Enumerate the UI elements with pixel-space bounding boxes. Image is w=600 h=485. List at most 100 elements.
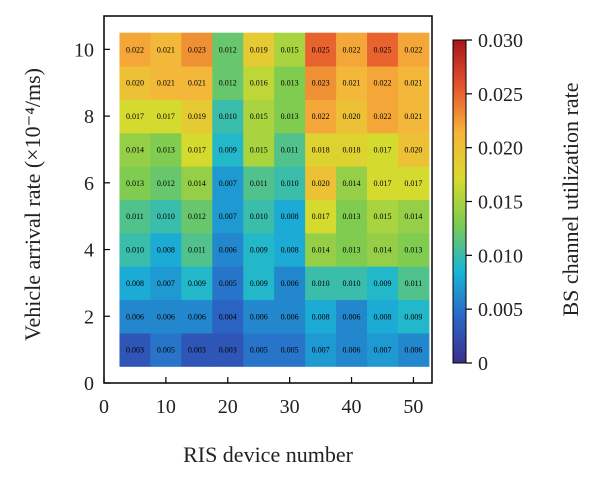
- heatmap-cell: [119, 232, 151, 267]
- cell-value-label: 0.020: [312, 179, 330, 188]
- cell-value-label: 0.022: [373, 112, 391, 121]
- heatmap-cell: [305, 199, 337, 234]
- heatmap-cell: [243, 332, 275, 367]
- y-tick-label: 2: [84, 306, 94, 328]
- cell-value-label: 0.017: [157, 112, 175, 121]
- cell-value-label: 0.022: [373, 79, 391, 88]
- cell-value-label: 0.005: [281, 346, 299, 355]
- cell-value-label: 0.014: [312, 246, 330, 255]
- heatmap-cell: [274, 32, 306, 67]
- heatmap-cell: [150, 299, 182, 334]
- colorbar-tick-label: 0.005: [478, 299, 523, 321]
- cell-value-label: 0.025: [373, 45, 391, 54]
- cell-value-label: 0.020: [126, 79, 144, 88]
- cell-value-label: 0.017: [373, 145, 391, 154]
- heatmap-cell: [212, 32, 244, 67]
- cell-value-label: 0.010: [219, 112, 237, 121]
- y-tick-label: 8: [84, 106, 94, 128]
- cell-value-label: 0.010: [250, 212, 268, 221]
- cell-value-label: 0.011: [250, 179, 268, 188]
- heatmap-cell: [243, 266, 275, 301]
- heatmap-cell: [181, 299, 213, 334]
- cell-value-label: 0.019: [250, 45, 268, 54]
- cell-value-label: 0.013: [281, 79, 299, 88]
- cell-value-label: 0.005: [157, 346, 175, 355]
- heatmap-cell: [274, 166, 306, 200]
- heatmap-cell: [181, 266, 213, 301]
- cell-value-label: 0.022: [126, 45, 144, 54]
- cell-value-label: 0.013: [281, 112, 299, 121]
- heatmap-cell: [243, 199, 275, 234]
- cell-value-label: 0.013: [343, 212, 361, 221]
- heatmap-cell: [150, 332, 182, 367]
- heatmap-cell: [367, 199, 399, 234]
- colorbar-tick-label: 0.020: [478, 138, 523, 160]
- heatmap-cell: [119, 99, 151, 134]
- y-tick-label: 10: [74, 39, 94, 61]
- heatmap-cell: [119, 199, 151, 234]
- heatmap-cell: [305, 32, 337, 67]
- cell-value-label: 0.006: [343, 312, 361, 321]
- cell-value-label: 0.006: [404, 346, 422, 355]
- heatmap-cell: [336, 132, 368, 167]
- cell-value-label: 0.009: [188, 279, 206, 288]
- cell-value-label: 0.020: [404, 145, 422, 154]
- heatmap-cell: [243, 232, 275, 267]
- heatmap-cell: [336, 299, 368, 334]
- cell-value-label: 0.014: [343, 179, 361, 188]
- cell-value-label: 0.006: [157, 312, 175, 321]
- cell-value-label: 0.010: [312, 279, 330, 288]
- y-tick-label: 6: [84, 173, 94, 195]
- heatmap-cell: [397, 266, 430, 301]
- cell-value-label: 0.009: [250, 246, 268, 255]
- cell-value-label: 0.010: [126, 246, 144, 255]
- heatmap-cell: [367, 299, 399, 334]
- heatmap-cell-labels: 0.003 0.005 0.003 0.003 0.005 0.005 0.007 0.006…: [126, 45, 422, 354]
- heatmap-cell: [212, 299, 244, 334]
- cell-value-label: 0.017: [126, 112, 144, 121]
- colorbar-tick-label: 0.010: [478, 245, 523, 267]
- heatmap-cell: [305, 332, 337, 367]
- cell-value-label: 0.017: [373, 179, 391, 188]
- cell-value-label: 0.003: [126, 346, 144, 355]
- heatmap-cell: [181, 199, 213, 234]
- cell-value-label: 0.006: [281, 312, 299, 321]
- heatmap-cell: [397, 99, 430, 134]
- cell-value-label: 0.013: [343, 246, 361, 255]
- cell-value-label: 0.010: [157, 212, 175, 221]
- cell-value-label: 0.009: [373, 279, 391, 288]
- x-tick-label: 40: [342, 396, 362, 418]
- x-tick-label: 20: [218, 396, 238, 418]
- y-tick-label: 0: [84, 373, 94, 395]
- cell-value-label: 0.012: [188, 212, 206, 221]
- cell-value-label: 0.010: [281, 179, 299, 188]
- heatmap-cell: [397, 299, 430, 334]
- heatmap-cell: [212, 199, 244, 234]
- colorbar-tick-label: 0.030: [478, 30, 523, 52]
- cell-value-label: 0.021: [157, 79, 175, 88]
- cell-value-label: 0.008: [373, 312, 391, 321]
- heatmap-cell: [305, 99, 337, 134]
- cell-value-label: 0.013: [157, 145, 175, 154]
- heatmap-cell: [367, 166, 399, 200]
- x-tick-label: 30: [280, 396, 300, 418]
- heatmap-cell: [367, 332, 399, 367]
- heatmap-cell: [397, 32, 430, 67]
- heatmap-cell: [150, 166, 182, 200]
- colorbar-title: BS channel utilization rate: [558, 83, 583, 317]
- cell-value-label: 0.021: [404, 112, 422, 121]
- heatmap-cell: [212, 266, 244, 301]
- heatmap-cell: [243, 299, 275, 334]
- y-axis-title: Vehicle arrival rate (×10⁻⁴/ms): [20, 68, 45, 341]
- heatmap-cell: [305, 232, 337, 267]
- x-tick-label: 50: [403, 396, 423, 418]
- heatmap-cell: [274, 66, 306, 100]
- heatmap-cell: [181, 332, 213, 367]
- cell-value-label: 0.007: [373, 346, 391, 355]
- heatmap-cell: [119, 132, 151, 167]
- heatmap-cell: [181, 232, 213, 267]
- heatmap-cell: [212, 232, 244, 267]
- heatmap-cell: [367, 266, 399, 301]
- heatmap-cell: [119, 266, 151, 301]
